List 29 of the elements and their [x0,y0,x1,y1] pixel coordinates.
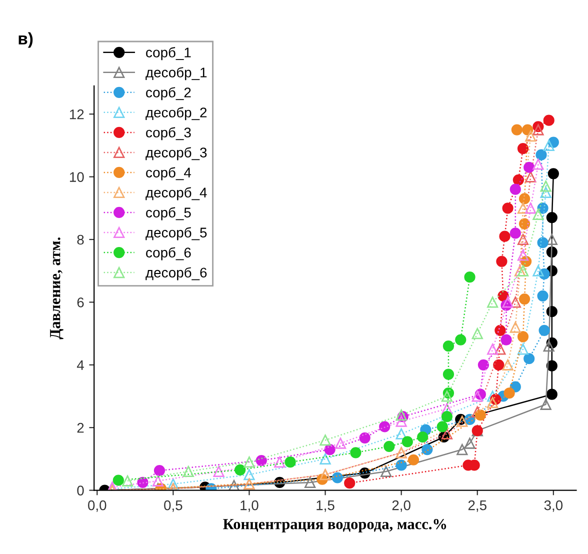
y-tick-label: 4 [76,360,84,370]
legend-label: сорб_4 [146,167,192,180]
x-tick-label: 0,0 [88,500,106,512]
chart-title: в) [18,32,33,48]
x-tick-label: 1,5 [316,500,334,512]
y-axis-title: Давление, атм. [50,237,64,340]
x-tick-label: 0,5 [164,500,182,512]
y-tick-label: 8 [77,234,84,245]
legend-label: сорб_1 [146,47,191,60]
y-tick-label: 0 [77,486,84,496]
legend-label: сорб_3 [146,127,191,140]
legend-label: десорб_5 [146,227,207,240]
y-tick-label: 10 [70,172,84,182]
legend-label: десобр_1 [146,67,207,80]
y-tick-label: 2 [77,422,84,433]
legend-label: сорб_6 [146,247,191,260]
x-axis-title: Концентрация водорода, масс.% [223,518,446,532]
legend-label: сорб_5 [146,207,191,220]
legend-label: десорб_6 [146,267,207,280]
y-tick-label: 12 [70,109,84,120]
y-tick-label: 6 [77,298,84,308]
legend-label: десорб_4 [146,187,207,200]
x-tick-label: 3,0 [544,500,563,512]
x-tick-label: 2,5 [468,500,486,512]
x-tick-label: 2,0 [392,500,410,512]
legend-label: десорб_3 [146,147,207,160]
x-tick-label: 1,0 [240,500,258,512]
legend-label: сорб_2 [146,87,191,100]
legend-label: десобр_2 [146,107,207,120]
